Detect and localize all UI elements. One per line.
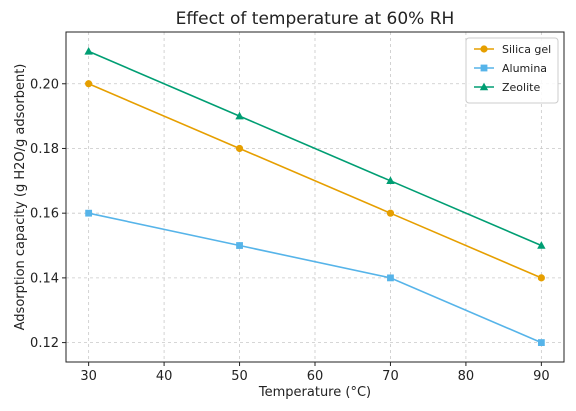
y-tick-label: 0.20 (30, 77, 59, 92)
data-point-zeolite (386, 176, 395, 185)
legend-marker (480, 64, 488, 72)
x-tick-label: 80 (458, 369, 475, 384)
data-point-zeolite (84, 47, 93, 55)
x-tick-label: 60 (307, 369, 324, 384)
legend-marker (480, 45, 488, 53)
data-point-zeolite (235, 111, 244, 120)
data-point-silica-gel (85, 80, 93, 88)
data-point-alumina (387, 274, 394, 282)
data-point-alumina (85, 209, 93, 217)
series-alumina (85, 209, 545, 346)
chart-title: Effect of temperature at 60% RH (176, 9, 455, 29)
y-axis-title: Adsorption capacity (g H2O/g adsorbent) (13, 64, 28, 331)
series-line-zeolite (88, 50, 542, 247)
data-point-alumina (236, 242, 243, 249)
x-tick-label: 30 (80, 369, 97, 384)
legend: Silica gel Alumina Zeolite (465, 37, 559, 104)
x-tick-label: 70 (382, 369, 399, 384)
data-point-silica-gel (386, 209, 395, 217)
series-line-silica-gel (88, 83, 542, 279)
ticks: 30 40 50 60 70 80 90 0.12 0.14 0.16 0.18 0.20 (30, 77, 550, 384)
legend-item-zeolite: Zeolite (474, 81, 540, 94)
series-silica-gel (85, 80, 545, 282)
x-tick-label: 90 (533, 369, 550, 384)
legend-label: Silica gel (502, 43, 551, 56)
data-point-silica-gel (235, 144, 244, 153)
y-tick-label: 0.14 (30, 271, 59, 286)
series-line-alumina (88, 212, 542, 344)
legend-marker (479, 82, 489, 91)
legend-label: Zeolite (502, 81, 540, 94)
legend-item-alumina: Alumina (474, 62, 547, 75)
data-point-silica-gel (537, 274, 545, 282)
x-tick-label: 50 (231, 369, 248, 384)
y-tick-label: 0.16 (30, 207, 59, 222)
legend-item-silica-gel: Silica gel (474, 43, 551, 56)
y-tick-label: 0.12 (30, 336, 59, 351)
data-point-zeolite (537, 241, 546, 249)
legend-label: Alumina (502, 62, 547, 75)
series-zeolite (84, 47, 546, 249)
series-layer (84, 47, 546, 346)
x-tick-label: 40 (156, 369, 173, 384)
data-point-alumina (537, 339, 545, 346)
y-tick-label: 0.18 (30, 142, 59, 157)
x-axis-title: Temperature (°C) (258, 385, 371, 400)
